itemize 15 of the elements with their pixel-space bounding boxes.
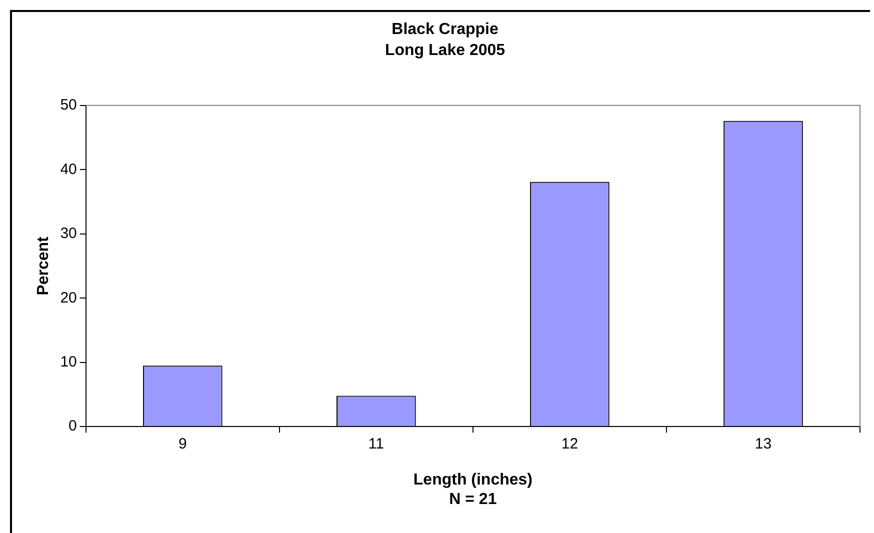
x-axis-title: Length (inches): [413, 472, 532, 489]
x-tick-label: 9: [178, 436, 187, 453]
y-tick-label: 30: [60, 225, 77, 242]
x-tick-label: 11: [368, 436, 384, 453]
y-tick-label: 40: [60, 160, 77, 178]
chart-subtitle: Long Lake 2005: [384, 42, 506, 60]
text: N = 21: [449, 490, 497, 508]
y-axis-title: Percent: [35, 236, 52, 296]
x-tick-label: 12: [561, 436, 578, 453]
y-tick-label: 0: [68, 418, 77, 435]
chart-title: Black Crappie: [392, 21, 498, 38]
y-tick-label: 50: [60, 96, 77, 114]
y-tick-label: 10: [60, 354, 77, 370]
x-tick-label: 13: [754, 436, 772, 453]
y-tick-label: 20: [60, 289, 77, 306]
